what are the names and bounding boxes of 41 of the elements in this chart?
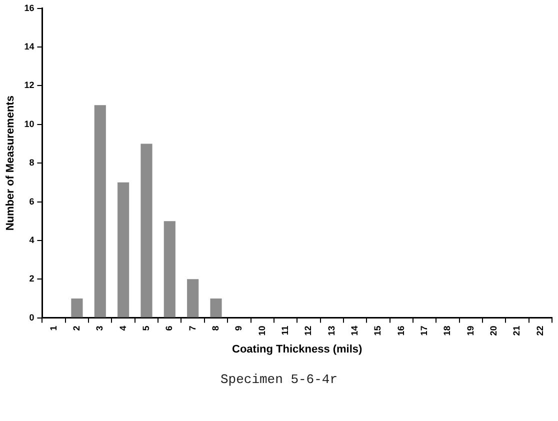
x-tick-label: 19: [465, 326, 476, 336]
y-tick-label: 8: [29, 158, 34, 168]
x-tick-label: 2: [71, 326, 82, 331]
bar: [210, 298, 222, 318]
y-axis-title: Number of Measurements: [4, 96, 17, 231]
x-tick-label: 10: [256, 326, 267, 336]
bar: [118, 182, 130, 318]
x-tick-label: 14: [350, 326, 360, 336]
bar: [71, 298, 83, 318]
x-axis-title: Coating Thickness (mils): [232, 343, 363, 356]
bar: [164, 221, 176, 318]
x-tick-label: 20: [488, 326, 499, 336]
x-tick-label: 17: [419, 326, 430, 336]
x-tick-label: 1: [48, 326, 58, 331]
x-tick-label: 3: [94, 326, 105, 331]
x-tick-label: 4: [118, 326, 128, 331]
x-tick-label: 21: [512, 326, 522, 336]
x-tick-label: 5: [140, 326, 151, 331]
x-tick-label: 8: [210, 326, 220, 331]
x-tick-label: 15: [372, 326, 383, 336]
x-tick-label: 9: [234, 326, 244, 331]
y-tick-label: 16: [24, 2, 34, 13]
x-tick-label: 12: [303, 326, 314, 336]
y-tick-label: 0: [29, 312, 34, 322]
x-tick-label: 6: [164, 326, 174, 331]
y-tick-label: 6: [29, 196, 34, 206]
y-tick-label: 14: [24, 42, 34, 52]
y-tick-label: 12: [24, 80, 34, 90]
y-tick-label: 10: [24, 118, 34, 129]
x-tick-label: 18: [442, 326, 452, 336]
x-tick-label: 7: [187, 326, 198, 331]
bar: [94, 105, 106, 318]
bar: [187, 279, 199, 318]
x-tick-label: 11: [280, 326, 290, 336]
x-tick-label: 16: [396, 326, 406, 336]
y-tick-label: 2: [29, 274, 34, 284]
text: Specimen 5-6-4r: [219, 372, 339, 387]
x-tick-label: 22: [534, 326, 545, 336]
x-tick-label: 13: [326, 326, 336, 336]
y-tick-label: 4: [29, 234, 34, 245]
bar: [140, 144, 152, 318]
